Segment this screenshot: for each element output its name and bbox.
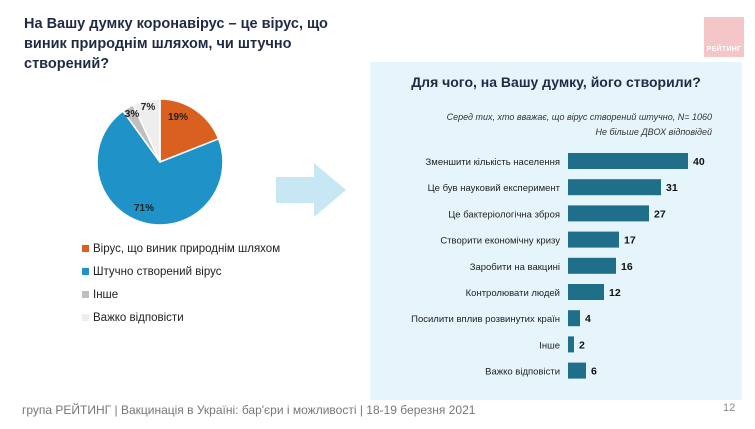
- bar-category-label: Це був науковий експеримент: [428, 183, 561, 194]
- legend-label: Штучно створений вірус: [93, 265, 222, 278]
- bar: [568, 205, 649, 222]
- pie-slice-hard-to-say: [132, 98, 161, 163]
- bar-value-label: 12: [609, 287, 621, 299]
- bar-category-label: Це бактеріологічна зброя: [448, 209, 560, 220]
- bar-value-label: 2: [579, 339, 585, 351]
- pie-data-label: 3%: [125, 109, 140, 120]
- bar-value-label: 16: [621, 261, 633, 273]
- bar-value-label: 17: [624, 235, 636, 247]
- purpose-panel: Для чого, на Вашу думку, його створили? …: [370, 62, 742, 400]
- bar-value-label: 27: [654, 208, 666, 220]
- page-number: 12: [723, 402, 736, 414]
- legend-item-hard-to-say: Важко відповісти: [82, 306, 280, 329]
- pie-legend: Вірус, що виник природнім шляхом Штучно …: [82, 237, 280, 329]
- pie-slice-artificial: [96, 109, 224, 226]
- legend-item-artificial: Штучно створений вірус: [82, 260, 280, 283]
- bar-category-label: Заробити на вакцині: [470, 262, 560, 273]
- bar-category-label: Посилити вплив розвинутих країн: [411, 314, 560, 325]
- origin-pie-chart: 19% 71% 3%7%: [96, 98, 224, 226]
- bar-value-label: 31: [666, 182, 678, 194]
- bar: [568, 179, 661, 196]
- legend-swatch-other: [82, 291, 89, 298]
- purpose-bar-chart: Зменшити кількість населення 40 Це був нау…: [411, 153, 705, 379]
- bar-category-label: Контролювати людей: [466, 288, 560, 299]
- panel-title: Для чого, на Вашу думку, його створили?: [411, 74, 701, 90]
- pie-data-label: 71%: [134, 203, 154, 214]
- bar-value-label: 4: [585, 313, 591, 325]
- legend-label: Інше: [93, 288, 119, 301]
- pie-slice-natural: [159, 98, 220, 164]
- legend-swatch-natural: [82, 245, 89, 252]
- bar-value-label: 40: [693, 156, 705, 168]
- sample-note: Серед тих, хто вважає, що вірус створени…: [446, 112, 712, 122]
- bar-category-label: Інше: [539, 340, 560, 351]
- bar: [568, 153, 688, 169]
- answers-note: Не більше ДВОХ відповідей: [595, 127, 712, 137]
- bar-category-label: Важко відповісти: [485, 367, 560, 378]
- legend-item-natural: Вірус, що виник природнім шляхом: [82, 237, 280, 260]
- bar-value-label: 6: [591, 366, 597, 378]
- pie-data-label: 19%: [168, 112, 188, 123]
- bar: [568, 231, 619, 248]
- footer-text: група РЕЙТИНГ | Вакцинація в Україні: ба…: [22, 403, 476, 417]
- bar: [568, 362, 586, 379]
- pie-data-label: 7%: [141, 102, 156, 113]
- bar-category-label: Створити економічну кризу: [440, 236, 560, 247]
- arrow-right-icon: [276, 163, 346, 217]
- bar: [568, 310, 580, 327]
- legend-label: Важко відповісти: [93, 311, 184, 324]
- bar-category-label: Зменшити кількість населення: [426, 157, 560, 168]
- legend-swatch-hard-to-say: [82, 314, 89, 321]
- legend-label: Вірус, що виник природнім шляхом: [93, 242, 281, 255]
- bar: [568, 257, 616, 274]
- legend-swatch-artificial: [82, 268, 89, 275]
- page-title: На Вашу думку коронавірус – це вірус, що…: [24, 16, 328, 72]
- legend-item-other: Інше: [82, 283, 280, 306]
- rating-logo: РЕЙТИНГ: [704, 17, 744, 57]
- bar: [568, 336, 574, 353]
- bar: [568, 284, 604, 300]
